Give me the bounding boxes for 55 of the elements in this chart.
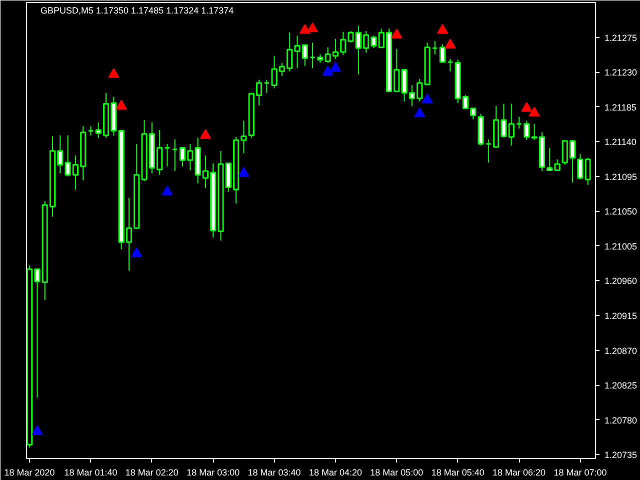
x-tick-label: 18 Mar 2020 (4, 468, 55, 478)
y-tick-label: 1.21275 (604, 32, 638, 43)
y-tick-label: 1.20960 (604, 276, 638, 286)
y-tick-label: 1.21095 (604, 172, 638, 182)
x-tick-label: 18 Mar 05:40 (431, 468, 484, 478)
point (521, 102, 532, 112)
point (200, 129, 211, 139)
candlestick (88, 126, 94, 136)
point (299, 24, 310, 34)
y-tick-label: 1.21005 (604, 241, 638, 252)
x-tick-label: 18 Mar 03:00 (186, 468, 240, 478)
y-tick-label: 1.20825 (604, 380, 638, 391)
point (528, 106, 540, 116)
y-tick-label: 1.20780 (604, 415, 638, 426)
x-tick-label: 18 Mar 01:40 (64, 468, 118, 478)
candlestick (524, 120, 530, 141)
candlestick (164, 143, 170, 167)
point (437, 24, 448, 34)
point (391, 28, 402, 38)
candlestick (584, 157, 591, 186)
point (422, 94, 433, 104)
x-tick-label: 18 Mar 02:20 (125, 468, 178, 478)
point (414, 108, 426, 118)
y-tick-label: 1.21230 (604, 68, 638, 78)
y-tick-label: 1.21050 (604, 206, 638, 217)
point (322, 66, 334, 76)
x-tick-label: 18 Mar 07:00 (554, 468, 607, 478)
x-tick-label: 18 Mar 06:20 (492, 468, 546, 478)
chart-title: GBPUSD,M5 1.17350 1.17485 1.17324 1.17374 (40, 6, 234, 16)
point (116, 100, 127, 110)
point (330, 62, 341, 72)
x-tick-label: 18 Mar 03:40 (248, 468, 301, 478)
y-tick-label: 1.20915 (604, 311, 638, 322)
x-tick-label: 18 Mar 05:00 (370, 468, 424, 478)
candlestick (432, 40, 438, 55)
candlestick (264, 79, 270, 94)
y-tick-label: 1.21185 (604, 102, 636, 112)
x-tick-label: 18 Mar 04:20 (308, 468, 362, 478)
candlestick (447, 58, 454, 72)
candlestick (516, 116, 522, 129)
point (108, 68, 120, 78)
y-tick-label: 1.20870 (604, 346, 638, 356)
candlestick (485, 138, 492, 163)
point (162, 186, 173, 196)
candlestick (309, 42, 316, 69)
candlestick (577, 153, 584, 180)
y-tick-label: 1.20735 (604, 450, 638, 460)
candlestick (440, 44, 446, 63)
point (32, 425, 43, 435)
y-tick-label: 1.21140 (604, 137, 636, 148)
point (444, 38, 456, 48)
point (238, 167, 250, 177)
candlestick (172, 138, 178, 172)
point (307, 22, 318, 32)
point (131, 247, 142, 258)
